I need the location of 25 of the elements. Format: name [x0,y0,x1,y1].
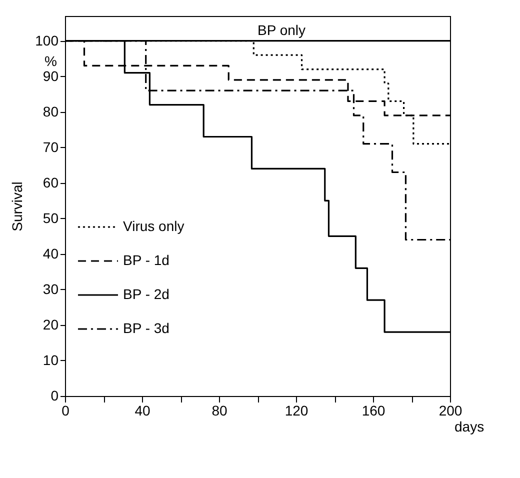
x-tick-label: 0 [62,402,70,418]
y-tick-label: 10 [42,352,59,368]
legend-label: BP - 2d [123,286,170,302]
x-tick-label: 160 [362,402,386,418]
legend-label: BP - 1d [123,252,170,268]
annotation: BP only [258,22,306,38]
y-tick-label: 70 [42,138,59,155]
y-tick-label: 60 [42,174,59,190]
y-tick-label: 40 [42,245,59,262]
y-tick-label: 30 [42,280,59,297]
y-tick-label: 100 [35,32,59,48]
text: % [44,53,57,69]
y-tick-label: 20 [42,316,59,332]
x-tick-label: 120 [284,402,308,418]
x-tick-label: 40 [134,402,150,418]
y-tick-label: 80 [42,103,59,120]
legend-label: BP - 3d [123,320,170,336]
legend-label: Virus only [123,218,184,234]
x-tick-label: 200 [438,402,462,418]
x-tick-label: 80 [212,402,228,418]
y-axis-title: Survival [9,182,26,232]
y-tick-label: 0 [50,388,59,404]
x-axis-title: days [454,418,484,434]
y-tick-label: 90 [42,68,59,84]
y-tick-label: 50 [42,210,59,226]
